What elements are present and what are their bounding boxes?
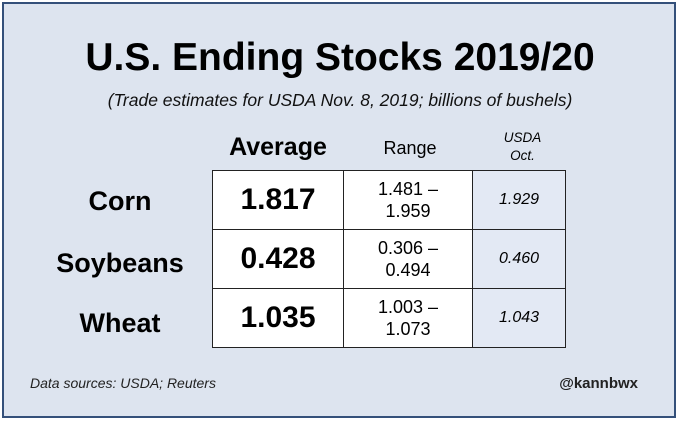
column-header-range: Range bbox=[383, 138, 437, 158]
cell-range-soybeans: 0.306 – 0.494 bbox=[343, 229, 473, 289]
row-label-corn: Corn bbox=[88, 186, 152, 216]
range-high-corn: 1.959 bbox=[385, 201, 431, 221]
range-low-soybeans: 0.306 – bbox=[377, 238, 439, 258]
table-row-wheat: 1.035 1.003 – 1.073 1.043 bbox=[212, 288, 566, 348]
cell-usda-soybeans: 0.460 bbox=[472, 229, 566, 289]
cell-usda-corn: 1.929 bbox=[472, 170, 566, 230]
range-high-soybeans: 0.494 bbox=[385, 260, 431, 280]
author-handle: @kannbwx bbox=[559, 375, 638, 392]
cell-range-corn: 1.481 – 1.959 bbox=[343, 170, 473, 230]
row-label-soybeans: Soybeans bbox=[56, 248, 184, 278]
row-label-wheat: Wheat bbox=[79, 308, 161, 338]
table-row-corn: 1.817 1.481 – 1.959 1.929 bbox=[212, 170, 566, 230]
range-high-wheat: 1.073 bbox=[385, 319, 431, 339]
column-header-usda-line1: USDA bbox=[503, 130, 542, 145]
cell-usda-wheat: 1.043 bbox=[472, 288, 566, 348]
estimates-table: 1.817 1.481 – 1.959 1.929 0.428 0.306 – … bbox=[212, 170, 566, 348]
range-low-wheat: 1.003 – bbox=[377, 297, 439, 317]
table-row-soybeans: 0.428 0.306 – 0.494 0.460 bbox=[212, 229, 566, 289]
column-header-usda-oct: USDA Oct. bbox=[475, 129, 570, 165]
cell-average-corn: 1.817 bbox=[212, 170, 344, 230]
column-header-average: Average bbox=[229, 133, 327, 161]
range-low-corn: 1.481 – bbox=[377, 179, 439, 199]
chart-title: U.S. Ending Stocks 2019/20 bbox=[85, 36, 595, 79]
chart-subtitle: (Trade estimates for USDA Nov. 8, 2019; … bbox=[107, 90, 573, 110]
cell-average-wheat: 1.035 bbox=[212, 288, 344, 348]
data-source-note: Data sources: USDA; Reuters bbox=[30, 375, 216, 391]
cell-average-soybeans: 0.428 bbox=[212, 229, 344, 289]
cell-range-wheat: 1.003 – 1.073 bbox=[343, 288, 473, 348]
column-header-usda-line2: Oct. bbox=[510, 148, 535, 163]
